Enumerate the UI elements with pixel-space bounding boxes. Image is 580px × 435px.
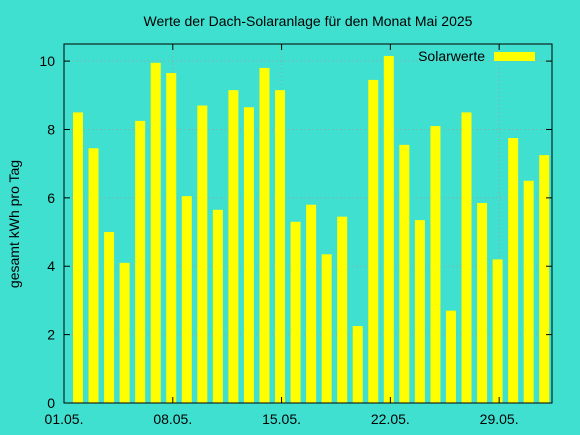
x-tick-label: 08.05. <box>153 411 192 427</box>
bar-06.05. <box>150 62 161 404</box>
legend-label: Solarwerte <box>418 48 485 64</box>
chart-title: Werte der Dach-Solaranlage für den Monat… <box>144 13 473 29</box>
bar-16.05. <box>306 204 317 403</box>
bar-13.05. <box>259 67 270 403</box>
bar-23.05. <box>414 220 425 403</box>
plot-frame <box>63 43 553 404</box>
x-tick-label: 01.05. <box>45 411 84 427</box>
y-tick-label: 4 <box>47 258 55 274</box>
bars <box>73 55 550 404</box>
bar-21.05. <box>383 55 394 403</box>
bar-19.05. <box>352 326 363 403</box>
bar-12.05. <box>243 107 254 403</box>
y-axis-label: gesamt kWh pro Tag <box>6 160 22 288</box>
bar-27.05. <box>477 202 488 403</box>
bar-18.05. <box>337 216 348 403</box>
legend-swatch <box>494 52 535 61</box>
bar-24.05. <box>430 126 441 404</box>
bar-08.05. <box>181 196 192 403</box>
bar-05.05. <box>135 120 146 403</box>
bar-04.05. <box>119 262 130 403</box>
bar-20.05. <box>368 79 379 404</box>
bar-11.05. <box>228 90 239 404</box>
x-tick-label: 22.05. <box>371 411 410 427</box>
y-tick-label: 6 <box>47 190 55 206</box>
legend: Solarwerte <box>418 48 535 64</box>
x-tick-label: 15.05. <box>262 411 301 427</box>
bar-03.05. <box>104 232 115 403</box>
bar-07.05. <box>166 73 177 404</box>
bar-22.05. <box>399 144 410 403</box>
bar-01.05. <box>73 112 83 403</box>
x-tick-label: 29.05. <box>480 411 519 427</box>
bar-15.05. <box>290 221 301 403</box>
y-tick-label: 8 <box>47 121 55 137</box>
bar-29.05. <box>508 138 519 403</box>
bar-10.05. <box>212 209 223 403</box>
bar-02.05. <box>88 148 99 403</box>
bar-25.05. <box>445 310 456 403</box>
y-tick-label: 10 <box>39 53 55 69</box>
axis-ticks: 0 2 4 6 8 10 01.05. 08.05. 15.05. 22.05. 29.05. <box>39 44 552 427</box>
bar-14.05. <box>275 90 286 404</box>
bar-31.05. <box>539 155 550 403</box>
y-tick-label: 0 <box>47 395 55 411</box>
y-tick-label: 2 <box>47 327 55 343</box>
bar-09.05. <box>197 105 208 404</box>
bar-26.05. <box>461 112 472 403</box>
bar-17.05. <box>321 254 332 403</box>
bar-28.05. <box>492 259 503 403</box>
bar-30.05. <box>523 180 534 403</box>
